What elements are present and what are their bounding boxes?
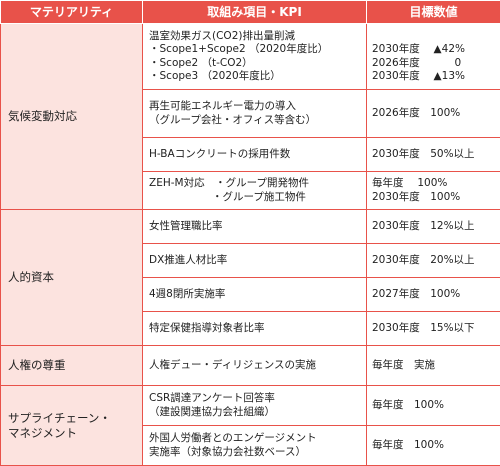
- kpi-target: 2030年度 50%以上: [367, 138, 500, 172]
- kpi-target: 毎年度 実施: [367, 346, 500, 386]
- kpi-target: 2030年度 ▲42% 2026年度 0 2030年度 ▲13%: [367, 24, 500, 90]
- header-items-kpi: 取組み項目・KPI: [143, 1, 367, 24]
- kpi-item: 特定保健指導対象者比率: [143, 312, 367, 346]
- kpi-target: 2030年度 20%以上: [367, 244, 500, 278]
- table-row: 気候変動対応 温室効果ガス(CO2)排出量削減 ・Scope1+Scope2 （…: [1, 24, 500, 90]
- category-climate: 気候変動対応: [1, 24, 143, 210]
- table-row: サプライチェーン・ マネジメント CSR調達アンケート回答率 （建設関連協力会社…: [1, 386, 500, 426]
- kpi-item: 4週8閉所実施率: [143, 278, 367, 312]
- kpi-target: 毎年度 100%: [367, 386, 500, 426]
- kpi-target: 毎年度 100% 2030年度 100%: [367, 172, 500, 210]
- kpi-target: 2026年度 100%: [367, 90, 500, 138]
- kpi-target: 2030年度 15%以下: [367, 312, 500, 346]
- kpi-item: 女性管理職比率: [143, 210, 367, 244]
- kpi-item: ZEH-M対応 ・グループ開発物件 ・グループ施工物件: [143, 172, 367, 210]
- category-supply-chain: サプライチェーン・ マネジメント: [1, 386, 143, 466]
- kpi-target: 毎年度 100%: [367, 426, 500, 466]
- table-row: 人的資本 女性管理職比率 2030年度 12%以上: [1, 210, 500, 244]
- kpi-target: 2030年度 12%以上: [367, 210, 500, 244]
- category-human-capital: 人的資本: [1, 210, 143, 346]
- table-row: 人権の尊重 人権デュー・ディリジェンスの実施 毎年度 実施: [1, 346, 500, 386]
- kpi-item: 温室効果ガス(CO2)排出量削減 ・Scope1+Scope2 （2020年度比…: [143, 24, 367, 90]
- kpi-target: 2027年度 100%: [367, 278, 500, 312]
- kpi-item: DX推進人材比率: [143, 244, 367, 278]
- category-human-rights: 人権の尊重: [1, 346, 143, 386]
- kpi-item: 外国人労働者とのエンゲージメント 実施率（対象協力会社数ベース）: [143, 426, 367, 466]
- kpi-item: CSR調達アンケート回答率 （建設関連協力会社組織）: [143, 386, 367, 426]
- kpi-item: 再生可能エネルギー電力の導入 （グループ会社・オフィス等含む）: [143, 90, 367, 138]
- header-target: 目標数値: [367, 1, 500, 24]
- table-header-row: マテリアリティ 取組み項目・KPI 目標数値: [1, 1, 500, 24]
- header-materiality: マテリアリティ: [1, 1, 143, 24]
- kpi-item: H-BAコンクリートの採用件数: [143, 138, 367, 172]
- kpi-item: 人権デュー・ディリジェンスの実施: [143, 346, 367, 386]
